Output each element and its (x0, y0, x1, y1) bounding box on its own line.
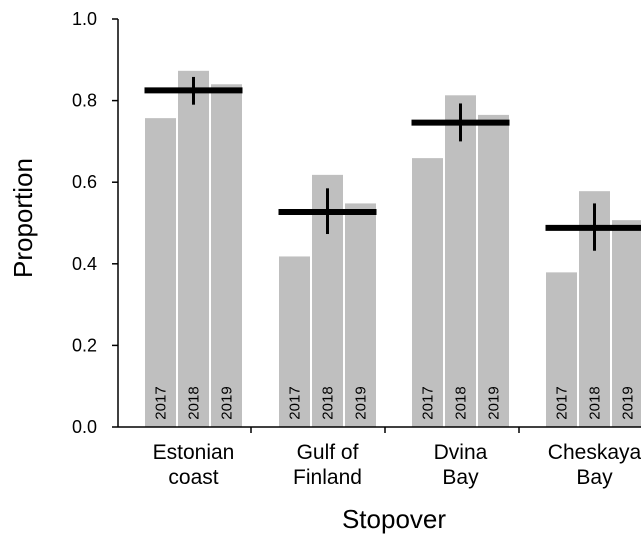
y-tick-label: 0.4 (72, 254, 97, 274)
bar (412, 158, 443, 428)
ticks-layer: 0.0 0.2 0.4 0.6 0.8 1.0 (72, 9, 520, 437)
axes-layer (117, 19, 641, 428)
year-label: 2017 (287, 386, 304, 419)
category-label: Finland (293, 466, 362, 489)
y-tick-label: 1.0 (72, 9, 97, 29)
year-label: 2017 (153, 386, 170, 419)
bar (211, 84, 242, 427)
x-axis-title: Stopover (342, 504, 446, 534)
bar (279, 256, 310, 427)
year-label: 2019 (353, 386, 370, 419)
year-label: 2019 (620, 386, 637, 419)
bar (546, 272, 577, 427)
y-tick-label: 0.6 (72, 172, 97, 192)
y-axis-title: Proportion (8, 158, 38, 278)
y-tick-label: 0.2 (72, 335, 97, 355)
y-tick-label: 0.8 (72, 91, 97, 111)
bar (178, 70, 209, 427)
year-labels-layer: 2017 2018 2019 2017 2018 2019 2017 2018 2019 2017… (153, 386, 637, 419)
category-label: Bay (442, 466, 479, 489)
year-label: 2018 (320, 386, 337, 419)
year-label: 2017 (420, 386, 437, 419)
year-label: 2017 (554, 386, 571, 419)
bar (145, 118, 176, 428)
category-label: Estonian (153, 441, 235, 464)
year-label: 2018 (587, 386, 604, 419)
bar (345, 203, 376, 427)
y-tick-label: 0.0 (72, 417, 97, 437)
bar (445, 95, 476, 428)
year-label: 2018 (186, 386, 203, 419)
bar (612, 220, 641, 427)
year-label: 2019 (486, 386, 503, 419)
category-label: Dvina (434, 441, 488, 464)
category-label: Gulf of (297, 441, 359, 464)
category-label: coast (168, 466, 218, 489)
category-label: Cheskaya (548, 441, 641, 464)
year-label: 2019 (219, 386, 236, 419)
bars-layer (145, 70, 641, 428)
category-label: Bay (576, 466, 613, 489)
year-label: 2018 (453, 386, 470, 419)
means-layer (144, 76, 641, 251)
bar (478, 114, 509, 427)
